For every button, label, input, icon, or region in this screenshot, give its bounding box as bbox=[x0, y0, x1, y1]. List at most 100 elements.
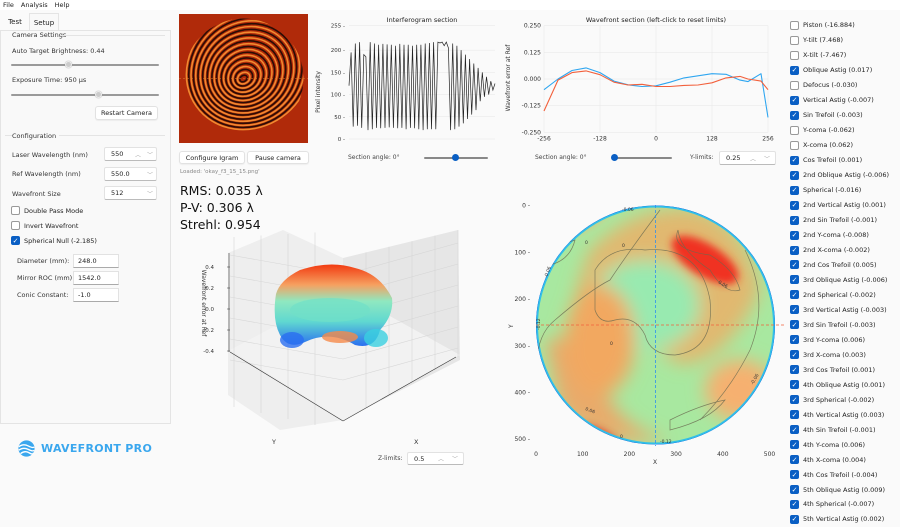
checkbox-icon[interactable] bbox=[11, 206, 20, 215]
zernike-term-checkbox[interactable]: X-coma (0.062) bbox=[790, 138, 900, 153]
zernike-term-checkbox[interactable]: ✓ 4th Vertical Astig (0.003) bbox=[790, 407, 900, 422]
mirror-roc-input[interactable]: 1542.0 bbox=[73, 271, 119, 285]
checkmark-icon[interactable]: ✓ bbox=[11, 236, 20, 245]
z-limits-spinbox[interactable]: 0.5 ︿ ﹀ bbox=[407, 452, 464, 465]
wavefront-section-angle-slider[interactable] bbox=[614, 157, 672, 159]
zernike-term-checkbox[interactable]: ✓ 5th Oblique Astig (0.009) bbox=[790, 482, 900, 497]
zernike-term-checkbox[interactable]: ✓ Oblique Astig (0.017) bbox=[790, 63, 900, 78]
wavefront-section-chart[interactable]: Wavefront section (left-click to reset l… bbox=[500, 10, 785, 150]
invert-wavefront-checkbox[interactable]: Invert Wavefront bbox=[11, 221, 78, 230]
pause-camera-button[interactable]: Pause camera bbox=[247, 151, 309, 164]
zernike-term-checkbox[interactable]: Y-tilt (7.468) bbox=[790, 33, 900, 48]
spin-up-icon[interactable]: ︿ bbox=[135, 151, 142, 159]
ref-wavelength-dropdown[interactable]: 550.0 ﹀ bbox=[104, 167, 157, 181]
laser-wavelength-spinbox[interactable]: 550 ︿ ﹀ bbox=[104, 147, 157, 161]
spin-down-icon[interactable]: ﹀ bbox=[764, 155, 771, 163]
checkbox-icon[interactable] bbox=[11, 221, 20, 230]
checkbox-icon[interactable] bbox=[790, 50, 799, 60]
zernike-term-checkbox[interactable]: ✓ 2nd Vertical Astig (0.001) bbox=[790, 198, 900, 213]
checkmark-icon[interactable]: ✓ bbox=[790, 350, 799, 360]
zernike-term-checkbox[interactable]: ✓ 3rd Cos Trefoil (0.001) bbox=[790, 362, 900, 377]
checkmark-icon[interactable]: ✓ bbox=[790, 440, 799, 450]
zernike-term-checkbox[interactable]: ✓ Spherical (-0.016) bbox=[790, 183, 900, 198]
zernike-term-checkbox[interactable]: ✓ 3rd X-coma (0.003) bbox=[790, 347, 900, 362]
checkmark-icon[interactable]: ✓ bbox=[790, 260, 799, 270]
double-pass-checkbox[interactable]: Double Pass Mode bbox=[11, 206, 83, 215]
menu-help[interactable]: Help bbox=[54, 1, 70, 9]
checkbox-icon[interactable] bbox=[790, 125, 799, 135]
checkmark-icon[interactable]: ✓ bbox=[790, 95, 799, 105]
spin-down-icon[interactable]: ﹀ bbox=[452, 456, 459, 463]
exposure-slider[interactable] bbox=[11, 94, 159, 96]
wavefront-3d-plot[interactable]: 0.4 0.2 0.0 -0.2 -0.4 Wavefront error at Ref… bbox=[180, 230, 480, 452]
y-limits-spinbox[interactable]: 0.25 ︿ ﹀ bbox=[719, 151, 776, 165]
checkmark-icon[interactable]: ✓ bbox=[790, 185, 799, 195]
checkmark-icon[interactable]: ✓ bbox=[790, 215, 799, 225]
menu-analysis[interactable]: Analysis bbox=[20, 1, 48, 9]
wavefront-size-dropdown[interactable]: 512 ﹀ bbox=[104, 186, 157, 200]
tab-test[interactable]: Test bbox=[8, 18, 22, 26]
checkmark-icon[interactable]: ✓ bbox=[790, 65, 799, 75]
checkmark-icon[interactable]: ✓ bbox=[790, 455, 799, 465]
brightness-slider[interactable] bbox=[11, 64, 159, 66]
zernike-term-checkbox[interactable]: ✓ 4th Sin Trefoil (-0.001) bbox=[790, 422, 900, 437]
checkmark-icon[interactable]: ✓ bbox=[790, 230, 799, 240]
checkmark-icon[interactable]: ✓ bbox=[790, 200, 799, 210]
checkbox-icon[interactable] bbox=[790, 35, 799, 45]
zernike-term-checkbox[interactable]: ✓ 3rd Spherical (-0.002) bbox=[790, 392, 900, 407]
zernike-term-checkbox[interactable]: X-tilt (-7.467) bbox=[790, 48, 900, 63]
spherical-null-checkbox[interactable]: ✓ Spherical Null (-2.185) bbox=[11, 236, 97, 245]
checkmark-icon[interactable]: ✓ bbox=[790, 155, 799, 165]
zernike-term-checkbox[interactable]: ✓ 2nd Y-coma (-0.008) bbox=[790, 228, 900, 243]
spin-up-icon[interactable]: ︿ bbox=[750, 155, 757, 163]
zernike-term-checkbox[interactable]: ✓ 2nd Spherical (-0.002) bbox=[790, 287, 900, 302]
zernike-term-checkbox[interactable]: ✓ 2nd Sin Trefoil (-0.001) bbox=[790, 213, 900, 228]
checkmark-icon[interactable]: ✓ bbox=[790, 275, 799, 285]
checkmark-icon[interactable]: ✓ bbox=[790, 305, 799, 315]
checkmark-icon[interactable]: ✓ bbox=[790, 514, 799, 524]
configure-igram-button[interactable]: Configure Igram bbox=[179, 151, 245, 164]
checkmark-icon[interactable]: ✓ bbox=[790, 485, 799, 495]
checkmark-icon[interactable]: ✓ bbox=[790, 395, 799, 405]
exposure-slider-handle[interactable] bbox=[95, 91, 102, 98]
checkmark-icon[interactable]: ✓ bbox=[790, 170, 799, 180]
checkbox-icon[interactable] bbox=[790, 80, 799, 90]
zernike-term-checkbox[interactable]: ✓ Cos Trefoil (0.001) bbox=[790, 153, 900, 168]
zernike-term-checkbox[interactable]: ✓ 2nd X-coma (-0.002) bbox=[790, 243, 900, 258]
checkmark-icon[interactable]: ✓ bbox=[790, 290, 799, 300]
slider-handle[interactable] bbox=[611, 154, 618, 161]
zernike-term-checkbox[interactable]: Defocus (-0.030) bbox=[790, 78, 900, 93]
zernike-term-checkbox[interactable]: Y-coma (-0.062) bbox=[790, 123, 900, 138]
zernike-term-checkbox[interactable]: ✓ 3rd Oblique Astig (-0.006) bbox=[790, 272, 900, 287]
zernike-term-checkbox[interactable]: ✓ 2nd Cos Trefoil (0.005) bbox=[790, 258, 900, 273]
zernike-term-checkbox[interactable]: ✓ Vertical Astig (-0.007) bbox=[790, 93, 900, 108]
checkmark-icon[interactable]: ✓ bbox=[790, 320, 799, 330]
wavefront-contour-map[interactable]: -0.06 0 0 -0.06 0.06 -0.12 0 0.06 0 -0.1… bbox=[500, 190, 785, 473]
checkmark-icon[interactable]: ✓ bbox=[790, 110, 799, 120]
zernike-term-checkbox[interactable]: ✓ 4th Oblique Astig (0.001) bbox=[790, 377, 900, 392]
spin-up-icon[interactable]: ︿ bbox=[438, 456, 445, 463]
zernike-term-checkbox[interactable]: ✓ 3rd Vertical Astig (-0.003) bbox=[790, 302, 900, 317]
restart-camera-button[interactable]: Restart Camera bbox=[95, 106, 158, 120]
zernike-term-checkbox[interactable]: ✓ 5th Vertical Astig (0.002) bbox=[790, 512, 900, 527]
conic-constant-input[interactable]: -1.0 bbox=[73, 288, 119, 302]
checkmark-icon[interactable]: ✓ bbox=[790, 245, 799, 255]
checkmark-icon[interactable]: ✓ bbox=[790, 499, 799, 509]
checkmark-icon[interactable]: ✓ bbox=[790, 365, 799, 375]
checkbox-icon[interactable] bbox=[790, 20, 799, 30]
checkmark-icon[interactable]: ✓ bbox=[790, 410, 799, 420]
zernike-term-checkbox[interactable]: ✓ 4th Spherical (-0.007) bbox=[790, 497, 900, 512]
checkbox-icon[interactable] bbox=[790, 140, 799, 150]
zernike-term-checkbox[interactable]: ✓ Sin Trefoil (-0.003) bbox=[790, 108, 900, 123]
checkmark-icon[interactable]: ✓ bbox=[790, 335, 799, 345]
zernike-term-checkbox[interactable]: ✓ 4th X-coma (0.004) bbox=[790, 452, 900, 467]
menu-file[interactable]: File bbox=[3, 1, 14, 9]
checkmark-icon[interactable]: ✓ bbox=[790, 425, 799, 435]
brightness-slider-handle[interactable] bbox=[65, 61, 72, 68]
slider-handle[interactable] bbox=[452, 154, 459, 161]
zernike-term-checkbox[interactable]: Piston (-16.884) bbox=[790, 18, 900, 33]
zernike-term-checkbox[interactable]: ✓ 2nd Oblique Astig (-0.006) bbox=[790, 168, 900, 183]
spin-down-icon[interactable]: ﹀ bbox=[147, 151, 154, 159]
zernike-term-checkbox[interactable]: ✓ 3rd Y-coma (0.006) bbox=[790, 332, 900, 347]
zernike-term-checkbox[interactable]: ✓ 4th Y-coma (0.006) bbox=[790, 437, 900, 452]
